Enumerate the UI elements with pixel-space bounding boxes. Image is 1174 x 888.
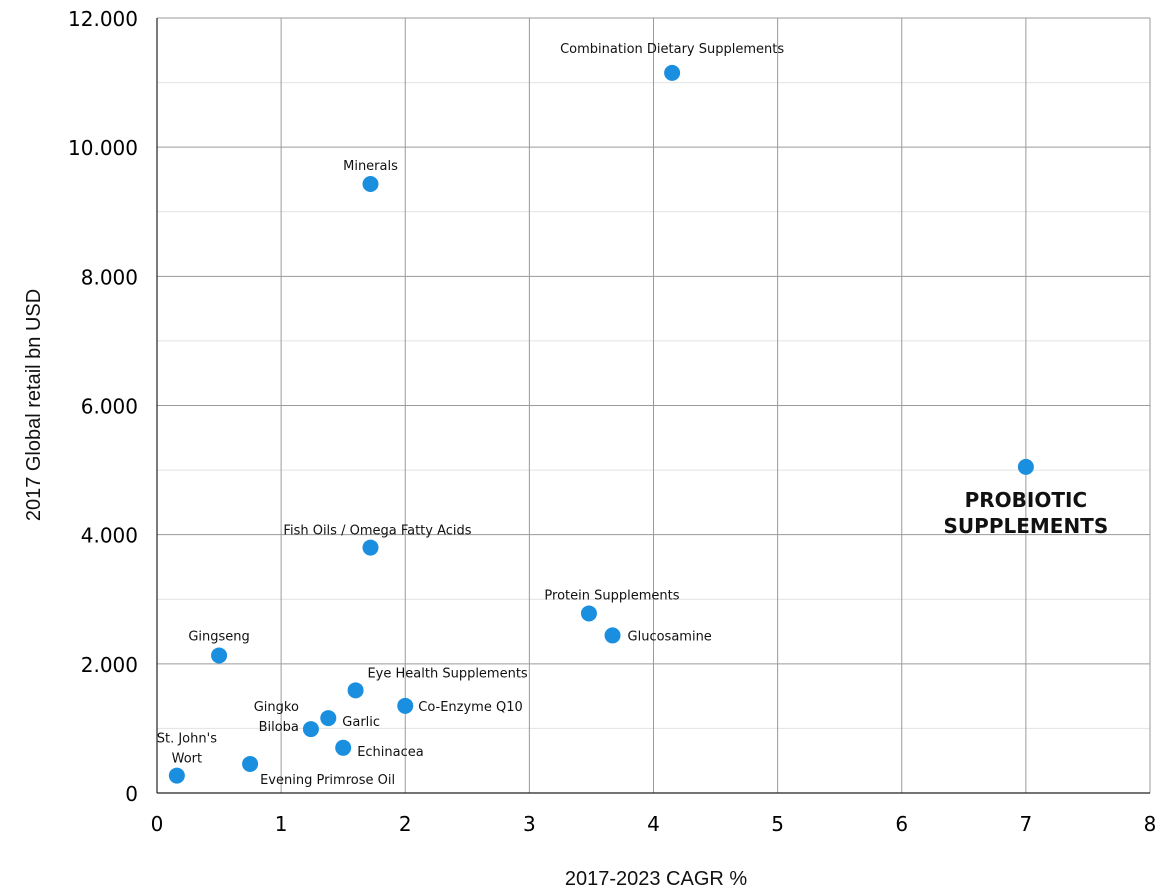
x-tick-label: 1 [275, 812, 288, 836]
y-tick-label: 6.000 [81, 395, 138, 419]
data-point [362, 539, 379, 556]
point-label: Evening Primrose Oil [260, 773, 395, 788]
point-label: Gingseng [188, 629, 249, 644]
point-label: Garlic [342, 715, 380, 730]
x-axis-title: 2017-2023 CAGR % [565, 868, 748, 888]
y-tick-label: 12.000 [68, 7, 138, 31]
data-point [242, 755, 259, 772]
x-tick-label: 3 [523, 812, 536, 836]
data-point [320, 710, 337, 727]
x-tick-label: 6 [895, 812, 908, 836]
y-tick-label: 8.000 [81, 265, 138, 289]
x-tick-label: 2 [399, 812, 412, 836]
point-label: PROBIOTIC SUPPLEMENTS [944, 488, 1109, 538]
point-label: Fish Oils / Omega Fatty Acids [283, 524, 471, 539]
data-point [580, 605, 597, 622]
data-point [664, 64, 681, 81]
data-point [604, 627, 621, 644]
tick-labels: 0 1 2 3 4 5 6 7 8 0 2.000 4.000 6.000 8.000 10.000 12.0… [68, 7, 1156, 836]
x-tick-label: 5 [771, 812, 784, 836]
y-tick-label: 0 [125, 782, 138, 806]
point-label: Combination Dietary Supplements [560, 42, 784, 57]
point-label: St. John's Wort [157, 732, 217, 767]
data-point [335, 739, 352, 756]
point-label: Echinacea [357, 745, 424, 760]
x-tick-label: 8 [1144, 812, 1157, 836]
point-labels: Combination Dietary Supplements Minerals P… [157, 42, 1108, 788]
data-point [302, 721, 319, 738]
data-points [168, 64, 1034, 784]
point-label: Minerals [343, 159, 398, 174]
data-point [362, 175, 379, 192]
y-tick-label: 10.000 [68, 136, 138, 160]
data-point [168, 767, 185, 784]
x-tick-label: 7 [1020, 812, 1033, 836]
data-point [211, 647, 228, 664]
point-label: Co-Enzyme Q10 [418, 700, 523, 715]
data-point [347, 682, 364, 699]
axes [156, 18, 1150, 794]
point-label: Gingko Biloba [254, 700, 299, 735]
grid [157, 17, 1151, 793]
y-tick-label: 4.000 [81, 524, 138, 548]
point-label: Glucosamine [628, 629, 712, 644]
x-tick-label: 0 [151, 812, 164, 836]
point-label: Protein Supplements [544, 588, 679, 603]
point-label: Eye Health Supplements [367, 666, 527, 681]
y-axis-title: 2017 Global retail bn USD [23, 289, 45, 521]
data-point [397, 697, 414, 714]
data-point [1017, 458, 1034, 475]
y-tick-label: 2.000 [81, 653, 138, 677]
x-tick-label: 4 [647, 812, 660, 836]
